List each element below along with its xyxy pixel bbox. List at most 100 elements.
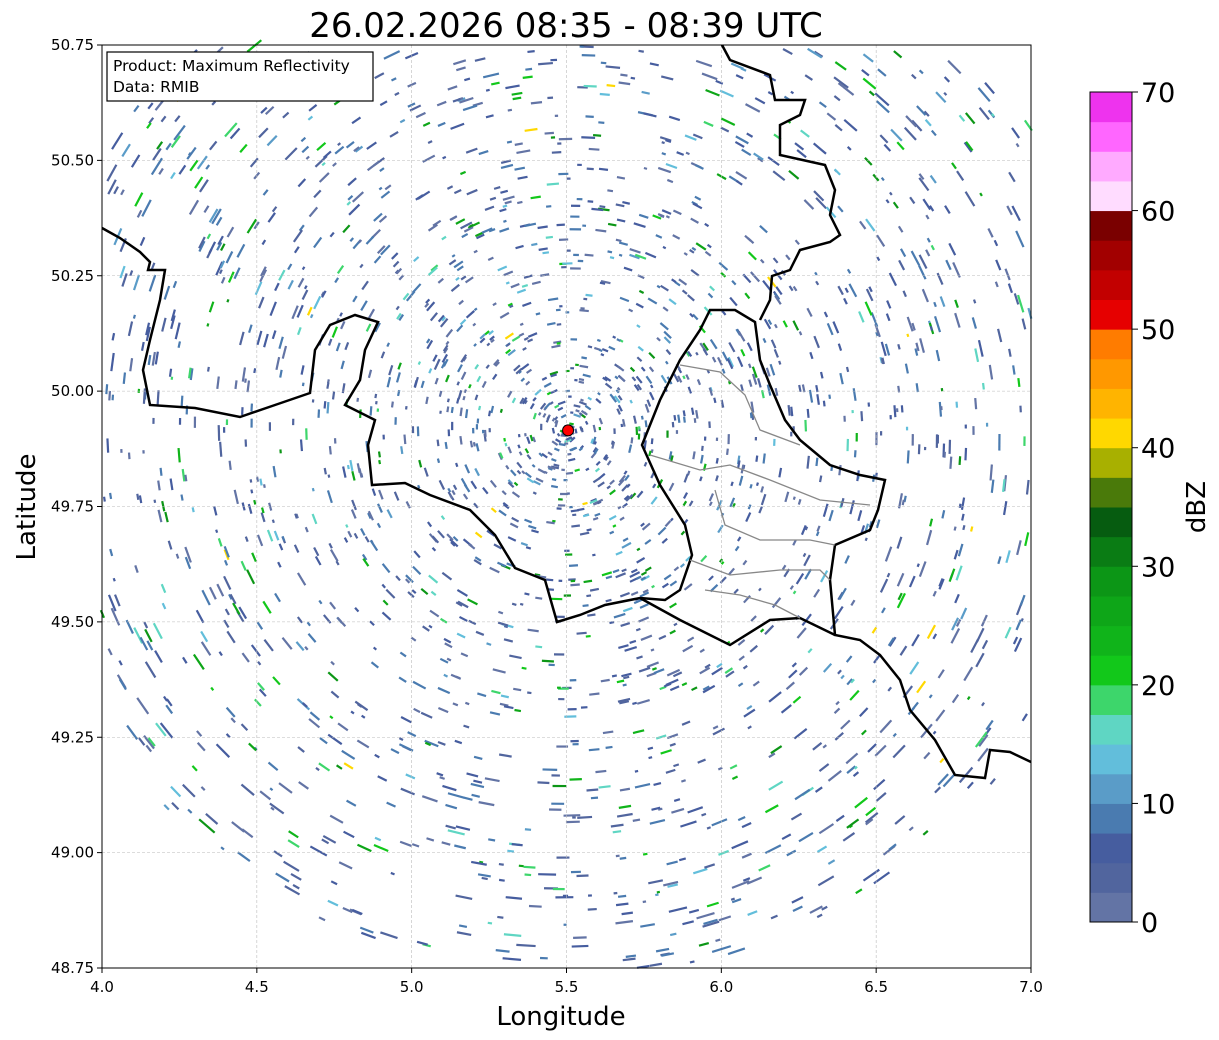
reflectivity-pixel — [643, 461, 648, 467]
reflectivity-pixel — [767, 319, 773, 326]
reflectivity-pixel — [494, 361, 500, 367]
reflectivity-pixel — [490, 338, 495, 344]
reflectivity-pixel — [617, 505, 622, 510]
reflectivity-pixel — [749, 412, 753, 419]
reflectivity-pixel — [350, 710, 355, 715]
reflectivity-pixel — [761, 390, 765, 399]
reflectivity-pixel — [537, 468, 546, 474]
reflectivity-pixel — [737, 816, 746, 822]
reflectivity-pixel — [914, 348, 919, 356]
reflectivity-pixel — [870, 312, 879, 327]
reflectivity-pixel — [906, 316, 914, 332]
reflectivity-pixel — [910, 250, 921, 266]
reflectivity-pixel — [916, 563, 920, 568]
reflectivity-pixel — [472, 441, 476, 447]
reflectivity-pixel — [644, 538, 652, 545]
reflectivity-pixel — [473, 502, 479, 509]
reflectivity-pixel — [673, 373, 680, 383]
reflectivity-pixel — [477, 873, 491, 878]
reflectivity-pixel — [621, 418, 626, 427]
reflectivity-pixel — [445, 328, 454, 338]
reflectivity-pixel — [224, 122, 238, 138]
reflectivity-pixel — [876, 256, 881, 262]
reflectivity-pixel — [616, 176, 626, 180]
reflectivity-pixel — [555, 438, 562, 444]
reflectivity-pixel — [144, 628, 153, 643]
reflectivity-pixel — [711, 818, 728, 827]
reflectivity-pixel — [262, 600, 272, 614]
reflectivity-pixel — [886, 300, 892, 309]
reflectivity-pixel — [672, 234, 681, 240]
reflectivity-pixel — [374, 322, 381, 333]
reflectivity-pixel — [750, 401, 755, 413]
reflectivity-pixel — [510, 282, 520, 289]
reflectivity-pixel — [584, 253, 594, 257]
reflectivity-pixel — [458, 299, 464, 306]
reflectivity-pixel — [782, 48, 793, 56]
reflectivity-pixel — [606, 460, 612, 466]
reflectivity-pixel — [304, 526, 309, 533]
reflectivity-pixel — [789, 585, 794, 590]
reflectivity-pixel — [582, 373, 591, 378]
reflectivity-pixel — [509, 654, 522, 660]
reflectivity-pixel — [113, 186, 119, 195]
reflectivity-pixel — [818, 823, 835, 835]
reflectivity-pixel — [616, 218, 626, 223]
reflectivity-pixel — [570, 411, 574, 414]
reflectivity-pixel — [757, 377, 762, 388]
reflectivity-pixel — [663, 330, 672, 340]
reflectivity-pixel — [111, 332, 116, 341]
reflectivity-pixel — [770, 914, 778, 920]
reflectivity-pixel — [609, 489, 616, 496]
reflectivity-pixel — [502, 195, 515, 201]
reflectivity-pixel — [417, 361, 422, 365]
reflectivity-pixel — [682, 375, 686, 380]
reflectivity-pixel — [503, 219, 507, 223]
reflectivity-pixel — [588, 147, 600, 151]
reflectivity-pixel — [171, 801, 180, 811]
reflectivity-pixel — [816, 845, 828, 853]
reflectivity-pixel — [552, 887, 565, 891]
reflectivity-pixel — [216, 241, 223, 251]
reflectivity-pixel — [161, 317, 167, 332]
reflectivity-pixel — [366, 141, 377, 150]
annotation-box: Product: Maximum Reflectivity Data: RMIB — [106, 51, 374, 102]
reflectivity-pixel — [538, 61, 553, 66]
reflectivity-pixel — [301, 266, 306, 271]
reflectivity-pixel — [136, 697, 150, 715]
reflectivity-pixel — [376, 408, 380, 412]
reflectivity-pixel — [271, 206, 278, 213]
reflectivity-pixel — [962, 525, 966, 531]
reflectivity-pixel — [208, 301, 215, 313]
reflectivity-pixel — [616, 338, 621, 342]
reflectivity-pixel — [226, 630, 236, 644]
reflectivity-pixel — [211, 208, 222, 225]
reflectivity-pixel — [240, 560, 247, 571]
reflectivity-pixel — [532, 397, 537, 402]
reflectivity-pixel — [609, 530, 615, 535]
reflectivity-pixel — [538, 873, 557, 876]
reflectivity-pixel — [109, 548, 114, 557]
reflectivity-pixel — [607, 189, 614, 193]
reflectivity-pixel — [439, 410, 442, 414]
reflectivity-pixel — [500, 163, 514, 170]
reflectivity-pixel — [460, 354, 468, 363]
reflectivity-pixel — [556, 323, 562, 326]
reflectivity-pixel — [256, 534, 264, 547]
reflectivity-pixel — [467, 598, 478, 606]
reflectivity-pixel — [924, 119, 932, 127]
reflectivity-pixel — [175, 553, 180, 559]
reflectivity-pixel — [345, 524, 349, 528]
reflectivity-pixel — [400, 787, 416, 796]
reflectivity-pixel — [549, 370, 559, 376]
reflectivity-pixel — [479, 337, 486, 344]
reflectivity-pixel — [922, 830, 929, 836]
reflectivity-pixel — [815, 197, 827, 210]
reflectivity-pixel — [307, 633, 317, 643]
reflectivity-pixel — [964, 447, 968, 461]
reflectivity-pixel — [784, 491, 790, 503]
reflectivity-pixel — [575, 409, 580, 413]
reflectivity-pixel — [928, 694, 933, 699]
reflectivity-pixel — [181, 468, 186, 482]
reflectivity-pixel — [569, 436, 576, 443]
